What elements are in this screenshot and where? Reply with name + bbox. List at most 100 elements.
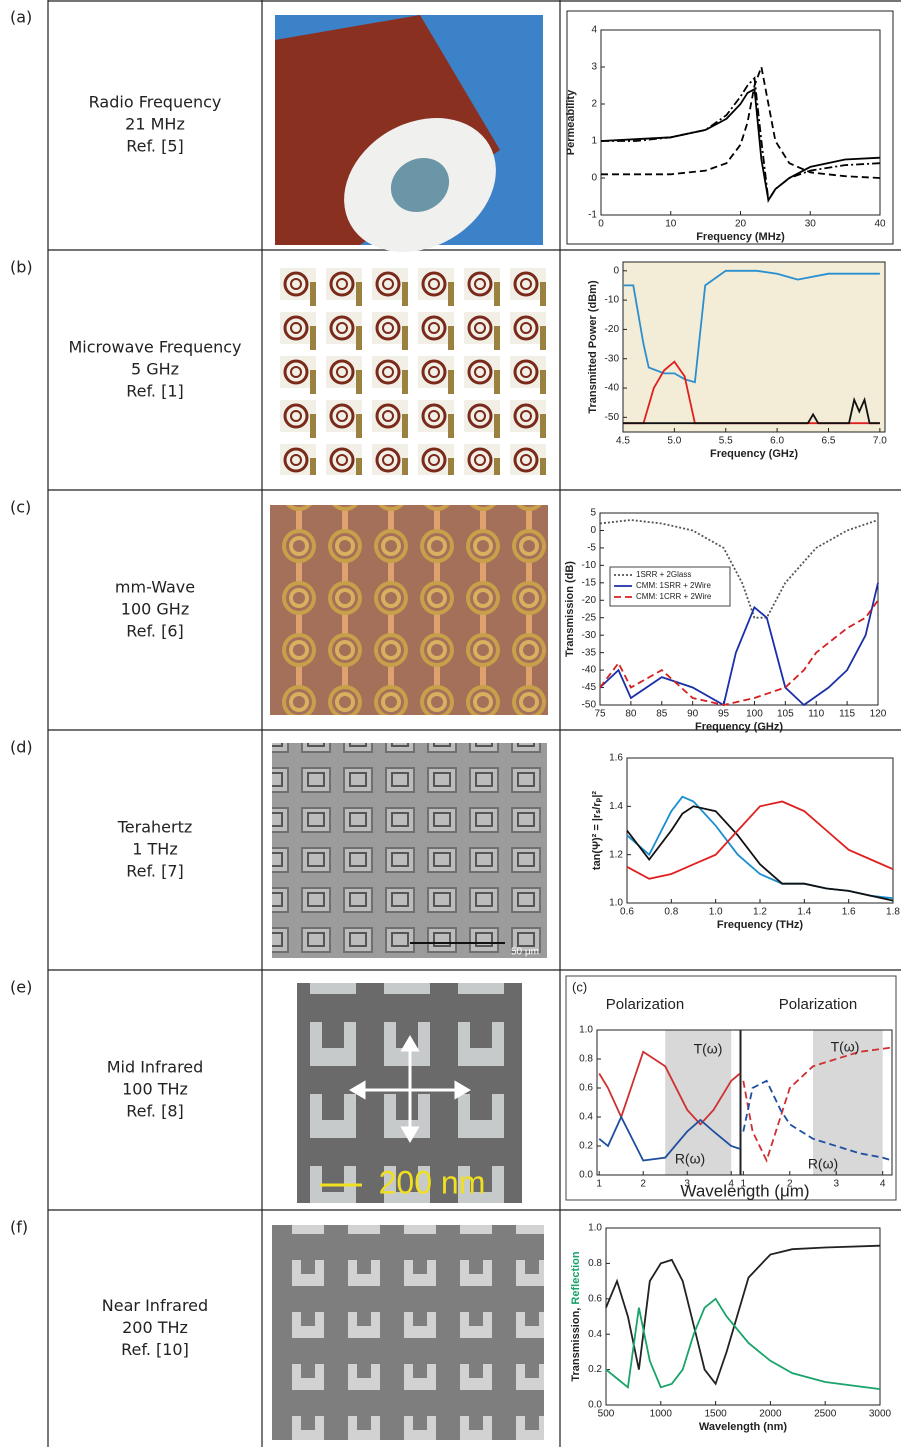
series-line bbox=[598, 1114, 741, 1162]
row-label: Terahertz bbox=[117, 818, 193, 837]
x-tick-label: 2000 bbox=[759, 1409, 782, 1420]
x-tick-label: 95 bbox=[718, 709, 730, 720]
x-tick-label: 115 bbox=[839, 709, 855, 720]
y-axis-label: Transmitted Power (dBm) bbox=[587, 280, 599, 414]
legend-label: 1SRR + 2Glass bbox=[636, 570, 691, 579]
y-axis-label: tan(Ψ)² = |rₛ/rₚ|² bbox=[591, 791, 603, 871]
y-tick-label: 0.4 bbox=[579, 1112, 593, 1123]
series-line bbox=[599, 599, 879, 706]
y-tick-label: 0.0 bbox=[579, 1170, 593, 1181]
y-axis-label: Transmission (dB) bbox=[564, 561, 576, 657]
scale-bar-label: 200 nm bbox=[379, 1164, 486, 1200]
scale-bar-label: 50 μm bbox=[511, 947, 539, 958]
row-label: 100 GHz bbox=[121, 600, 189, 619]
y-tick-label: 0.6 bbox=[588, 1293, 602, 1304]
x-tick-label: 2 bbox=[640, 1179, 646, 1190]
row-label: Ref. [1] bbox=[126, 382, 184, 401]
panel-tag: (c) bbox=[572, 979, 587, 994]
curve-label: T(ω) bbox=[694, 1041, 723, 1057]
x-axis-label: Wavelength (μm) bbox=[680, 1181, 809, 1200]
x-tick-label: 110 bbox=[808, 709, 824, 720]
curve-label: R(ω) bbox=[808, 1156, 838, 1172]
row-label: Microwave Frequency bbox=[68, 338, 241, 357]
legend-label: CMM: 1CRR + 2Wire bbox=[636, 592, 712, 601]
x-tick-label: 1.4 bbox=[797, 907, 811, 918]
x-tick-label: 1.6 bbox=[842, 907, 856, 918]
row-tag: (e) bbox=[10, 978, 32, 997]
y-tick-label: 3 bbox=[591, 62, 597, 73]
y-tick-label: -25 bbox=[582, 612, 597, 623]
x-tick-label: 5.5 bbox=[719, 436, 733, 447]
x-tick-label: 2500 bbox=[814, 1409, 837, 1420]
row-label: 200 THz bbox=[122, 1318, 188, 1337]
x-tick-label: 1.2 bbox=[753, 907, 767, 918]
y-tick-label: 1.4 bbox=[609, 801, 623, 812]
y-tick-label: -10 bbox=[582, 560, 597, 571]
row-label: Ref. [6] bbox=[126, 622, 184, 641]
shaded-band bbox=[813, 1030, 883, 1175]
row-tag: (b) bbox=[10, 258, 33, 277]
y-tick-label: -50 bbox=[582, 700, 597, 711]
y-tick-label: 0.8 bbox=[579, 1054, 593, 1065]
x-tick-label: 2 bbox=[787, 1179, 793, 1190]
x-axis-label: Frequency (MHz) bbox=[696, 231, 785, 243]
row-label: Mid Infrared bbox=[107, 1058, 204, 1077]
plot-frame bbox=[599, 512, 879, 706]
y-tick-label: 1.0 bbox=[588, 1223, 602, 1234]
plot-frame bbox=[605, 1227, 881, 1406]
row-label: 5 GHz bbox=[131, 360, 179, 379]
series-line bbox=[623, 396, 880, 425]
row-label: Radio Frequency bbox=[89, 93, 222, 112]
x-tick-label: 40 bbox=[874, 219, 886, 230]
y-axis-label: Permeability bbox=[565, 89, 577, 155]
y-tick-label: 5 bbox=[590, 508, 596, 519]
x-tick-label: 4 bbox=[728, 1179, 734, 1190]
x-tick-label: 7.0 bbox=[873, 436, 887, 447]
x-tick-label: 4.5 bbox=[616, 436, 630, 447]
y-axis-label: Transmission, Reflection bbox=[570, 1251, 582, 1381]
row-tag: (a) bbox=[10, 8, 32, 27]
row-label: Ref. [10] bbox=[121, 1340, 189, 1359]
x-tick-label: 500 bbox=[598, 1409, 615, 1420]
y-tick-label: -20 bbox=[605, 324, 620, 335]
x-tick-label: 6.5 bbox=[822, 436, 836, 447]
plot-frame bbox=[596, 1029, 741, 1176]
x-tick-label: 0 bbox=[598, 219, 604, 230]
series-line bbox=[599, 519, 879, 619]
series-line bbox=[601, 76, 881, 203]
panel-title: Polarization bbox=[779, 996, 857, 1013]
row-tag: (c) bbox=[10, 498, 31, 517]
series-line bbox=[742, 1046, 893, 1163]
photos bbox=[270, 10, 897, 1440]
x-tick-label: 1000 bbox=[650, 1409, 673, 1420]
shaded-band bbox=[665, 1030, 732, 1175]
series-line bbox=[742, 1079, 893, 1162]
y-tick-label: 2 bbox=[591, 99, 597, 110]
x-tick-label: 4 bbox=[880, 1179, 886, 1190]
y-tick-label: 1.0 bbox=[579, 1025, 593, 1036]
y-tick-label: 0 bbox=[591, 173, 597, 184]
curve-label: T(ω) bbox=[831, 1039, 860, 1055]
series-line bbox=[598, 1050, 741, 1126]
x-axis-label: Frequency (THz) bbox=[717, 919, 804, 931]
series-line bbox=[601, 63, 881, 179]
x-tick-label: 1.0 bbox=[709, 907, 723, 918]
plot-frame bbox=[626, 757, 894, 904]
series-line bbox=[626, 795, 894, 900]
x-tick-label: 0.6 bbox=[620, 907, 634, 918]
plot-background bbox=[623, 262, 885, 432]
row-label: Ref. [7] bbox=[126, 862, 184, 881]
y-tick-label: -50 bbox=[605, 412, 620, 423]
x-tick-label: 85 bbox=[656, 709, 668, 720]
x-tick-label: 1 bbox=[741, 1179, 747, 1190]
y-axis-label-part: Reflection bbox=[570, 1251, 582, 1304]
y-tick-label: 0.2 bbox=[579, 1141, 593, 1152]
plot-frame bbox=[740, 1029, 893, 1176]
y-tick-label: 1.0 bbox=[609, 898, 623, 909]
x-axis-label: Frequency (GHz) bbox=[695, 721, 783, 733]
y-tick-label: -30 bbox=[582, 630, 597, 641]
y-tick-label: 1.2 bbox=[609, 849, 623, 860]
x-tick-label: 1.8 bbox=[886, 907, 900, 918]
x-tick-label: 10 bbox=[665, 219, 677, 230]
